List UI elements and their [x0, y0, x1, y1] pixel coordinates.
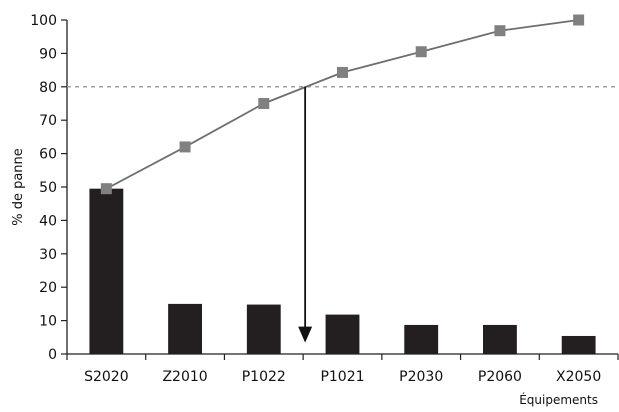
- cumulative-marker: [100, 183, 112, 195]
- cumulative-line: [105, 19, 579, 190]
- x-tick-label: S2020: [84, 369, 129, 385]
- y-tick-label: 70: [39, 113, 57, 129]
- bar: [246, 304, 281, 354]
- x-tick-label: P2060: [478, 369, 522, 385]
- y-tick-label: 50: [39, 180, 57, 196]
- y-ticks: 0 10 20 30 40 50 60 70 80 90 100: [30, 13, 67, 363]
- bar: [483, 324, 517, 354]
- bar: [325, 314, 360, 354]
- cumulative-marker: [415, 46, 427, 58]
- y-tick-label: 0: [48, 347, 57, 363]
- x-tick-label: X2050: [556, 369, 601, 385]
- cumulative-markers: [100, 14, 585, 195]
- cumulative-marker: [494, 25, 506, 37]
- y-tick-label: 80: [39, 80, 57, 96]
- x-ticks: S2020 Z2010 P1022 P1021 P2030 P2060 X2050: [66, 354, 619, 385]
- cumulative-marker: [337, 66, 348, 78]
- pareto-arrow: [298, 86, 313, 343]
- bar: [561, 335, 596, 354]
- cumulative-marker: [179, 141, 191, 153]
- bar: [404, 324, 439, 354]
- x-tick-label: P2030: [399, 369, 443, 385]
- x-axis-title: Équipements: [519, 392, 598, 407]
- cumulative-marker: [573, 14, 585, 26]
- x-tick-label: P1021: [320, 369, 364, 385]
- y-tick-label: 90: [39, 46, 57, 62]
- y-tick-label: 60: [39, 147, 57, 163]
- y-tick-label: 20: [39, 280, 57, 296]
- y-tick-label: 100: [30, 13, 57, 29]
- y-axis-title: % de panne: [11, 148, 26, 226]
- y-tick-label: 40: [39, 213, 57, 229]
- arrow-head: [298, 326, 313, 343]
- x-tick-label: P1022: [242, 369, 286, 385]
- bar: [168, 303, 202, 354]
- bars: [89, 188, 596, 354]
- bar: [89, 188, 124, 354]
- cumulative-marker: [258, 98, 270, 109]
- y-tick-label: 10: [39, 314, 57, 330]
- y-tick-label: 30: [39, 247, 57, 263]
- x-tick-label: Z2010: [162, 369, 207, 385]
